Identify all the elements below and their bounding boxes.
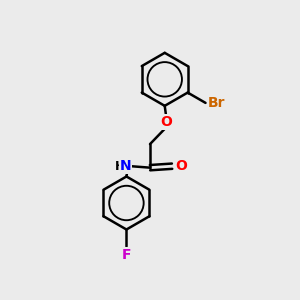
- Text: F: F: [122, 248, 131, 262]
- Text: H: H: [115, 160, 125, 173]
- Text: N: N: [120, 159, 132, 173]
- Text: Br: Br: [208, 96, 225, 110]
- Text: O: O: [160, 115, 172, 129]
- Text: O: O: [176, 159, 188, 173]
